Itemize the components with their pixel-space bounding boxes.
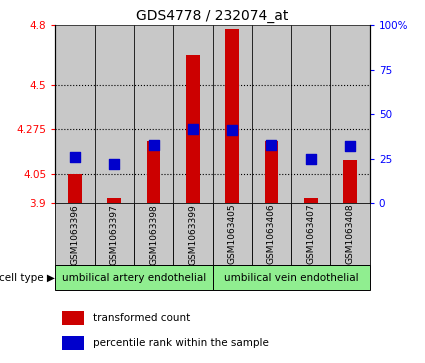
Point — [190, 126, 196, 132]
Point — [229, 127, 235, 132]
Bar — [173, 203, 212, 265]
Bar — [173, 25, 212, 203]
Text: GSM1063408: GSM1063408 — [346, 204, 354, 265]
Text: percentile rank within the sample: percentile rank within the sample — [93, 338, 269, 348]
Bar — [252, 203, 291, 265]
Text: GSM1063396: GSM1063396 — [71, 204, 79, 265]
Point — [307, 156, 314, 162]
Text: GSM1063398: GSM1063398 — [149, 204, 158, 265]
Bar — [331, 203, 370, 265]
Bar — [55, 25, 94, 203]
Bar — [186, 55, 200, 203]
Text: GSM1063399: GSM1063399 — [188, 204, 197, 265]
Bar — [134, 203, 173, 265]
Bar — [108, 198, 121, 203]
Bar — [265, 141, 278, 203]
Point — [347, 143, 354, 149]
Bar — [62, 311, 84, 325]
Text: umbilical vein endothelial: umbilical vein endothelial — [224, 273, 358, 283]
Bar — [134, 25, 173, 203]
Bar — [330, 25, 370, 203]
Text: umbilical artery endothelial: umbilical artery endothelial — [62, 273, 206, 283]
Bar — [225, 29, 239, 203]
Bar — [62, 335, 84, 350]
Text: cell type ▶: cell type ▶ — [0, 273, 54, 283]
Text: GSM1063407: GSM1063407 — [306, 204, 315, 265]
Text: GSM1063397: GSM1063397 — [110, 204, 119, 265]
Bar — [212, 265, 370, 290]
Point — [268, 142, 275, 148]
Point — [150, 142, 157, 148]
Bar — [68, 174, 82, 203]
Bar — [55, 265, 212, 290]
Point — [71, 154, 78, 160]
Bar — [94, 25, 134, 203]
Bar — [291, 203, 331, 265]
Bar — [252, 25, 291, 203]
Text: transformed count: transformed count — [93, 313, 190, 323]
Bar — [343, 160, 357, 203]
Text: GSM1063405: GSM1063405 — [228, 204, 237, 265]
Bar — [291, 25, 330, 203]
Title: GDS4778 / 232074_at: GDS4778 / 232074_at — [136, 9, 289, 23]
Bar — [94, 203, 134, 265]
Bar — [212, 25, 252, 203]
Bar — [304, 198, 317, 203]
Bar — [55, 203, 94, 265]
Point — [111, 161, 118, 167]
Bar — [212, 203, 252, 265]
Bar — [147, 141, 160, 203]
Text: GSM1063406: GSM1063406 — [267, 204, 276, 265]
